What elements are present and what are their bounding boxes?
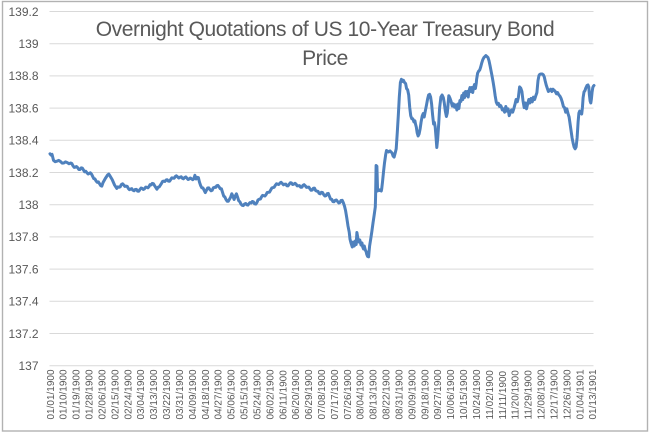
- svg-text:Price: Price: [302, 47, 348, 70]
- svg-text:10/06/1900: 10/06/1900: [446, 369, 457, 419]
- svg-text:12/17/1900: 12/17/1900: [549, 369, 560, 419]
- svg-text:12/08/1900: 12/08/1900: [537, 369, 548, 419]
- svg-text:02/15/1900: 02/15/1900: [110, 369, 121, 419]
- svg-text:01/13/1901: 01/13/1901: [588, 369, 599, 419]
- svg-text:Overnight Quotations of US 10-: Overnight Quotations of US 10-Year Treas…: [96, 18, 555, 41]
- svg-text:04/18/1900: 04/18/1900: [201, 369, 212, 419]
- svg-text:02/06/1900: 02/06/1900: [98, 369, 109, 419]
- svg-text:09/27/1900: 09/27/1900: [433, 369, 444, 419]
- svg-text:06/11/1900: 06/11/1900: [278, 370, 289, 420]
- svg-text:11/11/1900: 11/11/1900: [498, 370, 509, 419]
- svg-text:03/04/1900: 03/04/1900: [136, 369, 147, 419]
- svg-text:08/31/1900: 08/31/1900: [395, 369, 406, 419]
- svg-text:01/04/1901: 01/04/1901: [575, 369, 586, 419]
- svg-text:139: 139: [18, 37, 38, 51]
- svg-text:137: 137: [18, 359, 38, 373]
- svg-text:138.8: 138.8: [8, 69, 38, 83]
- svg-text:07/17/1900: 07/17/1900: [330, 369, 341, 419]
- svg-text:01/28/1900: 01/28/1900: [85, 369, 96, 419]
- svg-text:06/29/1900: 06/29/1900: [304, 369, 315, 419]
- svg-text:02/24/1900: 02/24/1900: [123, 369, 134, 419]
- svg-text:137.6: 137.6: [8, 262, 38, 276]
- svg-text:03/31/1900: 03/31/1900: [175, 369, 186, 419]
- svg-text:06/02/1900: 06/02/1900: [265, 369, 276, 419]
- svg-text:08/13/1900: 08/13/1900: [369, 369, 380, 419]
- svg-text:138.4: 138.4: [8, 134, 38, 148]
- svg-text:03/13/1900: 03/13/1900: [149, 369, 160, 419]
- svg-text:04/27/1900: 04/27/1900: [214, 369, 225, 419]
- svg-text:01/10/1900: 01/10/1900: [59, 369, 70, 419]
- svg-text:01/19/1900: 01/19/1900: [72, 369, 83, 419]
- svg-text:137.4: 137.4: [8, 295, 38, 309]
- svg-text:09/18/1900: 09/18/1900: [420, 369, 431, 419]
- svg-text:138: 138: [18, 198, 38, 212]
- svg-text:03/22/1900: 03/22/1900: [162, 369, 173, 419]
- svg-text:08/22/1900: 08/22/1900: [382, 369, 393, 419]
- svg-text:07/08/1900: 07/08/1900: [317, 369, 328, 419]
- svg-text:05/24/1900: 05/24/1900: [252, 369, 263, 419]
- svg-text:10/15/1900: 10/15/1900: [459, 369, 470, 419]
- svg-text:09/09/1900: 09/09/1900: [407, 369, 418, 419]
- svg-text:01/01/1900: 01/01/1900: [46, 369, 57, 419]
- svg-text:06/20/1900: 06/20/1900: [291, 369, 302, 419]
- svg-text:137.2: 137.2: [8, 327, 38, 341]
- svg-text:139.2: 139.2: [8, 5, 38, 19]
- svg-text:08/04/1900: 08/04/1900: [356, 369, 367, 419]
- svg-text:04/09/1900: 04/09/1900: [188, 369, 199, 419]
- svg-text:11/02/1900: 11/02/1900: [485, 370, 496, 420]
- svg-text:07/26/1900: 07/26/1900: [343, 369, 354, 419]
- svg-text:11/20/1900: 11/20/1900: [511, 370, 522, 420]
- svg-text:05/06/1900: 05/06/1900: [227, 369, 238, 419]
- svg-text:10/24/1900: 10/24/1900: [472, 369, 483, 419]
- svg-text:137.8: 137.8: [8, 230, 38, 244]
- svg-text:05/15/1900: 05/15/1900: [240, 369, 251, 419]
- svg-text:12/26/1900: 12/26/1900: [562, 369, 573, 419]
- svg-text:11/29/1900: 11/29/1900: [524, 370, 535, 420]
- svg-text:138.2: 138.2: [8, 166, 38, 180]
- svg-text:138.6: 138.6: [8, 101, 38, 115]
